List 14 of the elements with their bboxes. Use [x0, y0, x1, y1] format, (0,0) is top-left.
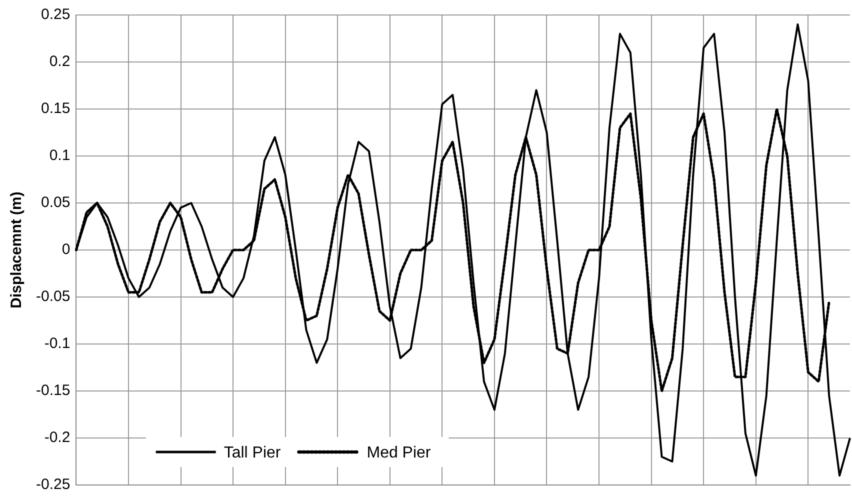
y-tick-label: 0.1	[49, 147, 70, 164]
y-tick-label: -0.25	[36, 476, 70, 494]
y-tick-label: 0.05	[40, 194, 70, 212]
y-tick-label: -0.1	[44, 335, 70, 352]
legend-label: Tall Pier	[224, 444, 282, 462]
y-tick-label: 0.2	[49, 53, 70, 70]
y-axis-title: Displacemnt (m)	[8, 192, 26, 308]
y-tick-label: 0.15	[40, 100, 70, 118]
y-tick-label: 0	[62, 241, 70, 258]
y-tick-label: -0.05	[36, 288, 70, 306]
y-tick-label: 0.25	[40, 6, 70, 24]
legend-label: Med Pier	[366, 444, 432, 462]
y-tick-label: -0.15	[36, 382, 70, 400]
y-tick-label: -0.2	[44, 429, 70, 446]
